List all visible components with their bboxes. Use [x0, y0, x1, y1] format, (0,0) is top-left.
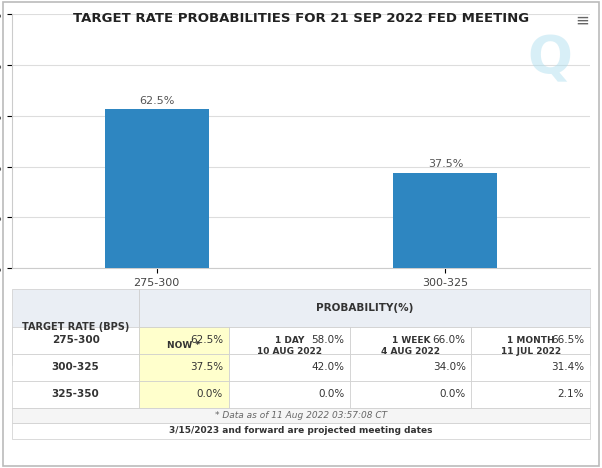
Text: 2.1%: 2.1%: [557, 389, 584, 399]
FancyBboxPatch shape: [229, 327, 350, 365]
FancyBboxPatch shape: [139, 289, 590, 327]
FancyBboxPatch shape: [12, 327, 139, 354]
Text: ≡: ≡: [575, 12, 589, 29]
Bar: [394, 173, 497, 268]
FancyBboxPatch shape: [350, 327, 471, 365]
FancyBboxPatch shape: [229, 354, 350, 380]
Text: 325-350: 325-350: [52, 389, 99, 399]
FancyBboxPatch shape: [350, 380, 471, 408]
FancyBboxPatch shape: [12, 423, 590, 439]
Text: 66.5%: 66.5%: [551, 336, 584, 345]
X-axis label: Target Rate (in bps): Target Rate (in bps): [246, 292, 356, 302]
FancyBboxPatch shape: [139, 380, 229, 408]
Text: PROBABILITY(%): PROBABILITY(%): [316, 303, 413, 313]
Text: 58.0%: 58.0%: [311, 336, 344, 345]
Text: 3/15/2023 and forward are projected meeting dates: 3/15/2023 and forward are projected meet…: [169, 426, 433, 435]
Text: TARGET RATE PROBABILITIES FOR 21 SEP 2022 FED MEETING: TARGET RATE PROBABILITIES FOR 21 SEP 202…: [73, 12, 529, 25]
Text: 42.0%: 42.0%: [311, 362, 344, 372]
FancyBboxPatch shape: [139, 327, 229, 354]
FancyBboxPatch shape: [471, 380, 590, 408]
FancyBboxPatch shape: [12, 354, 139, 380]
FancyBboxPatch shape: [471, 327, 590, 365]
Text: 62.5%: 62.5%: [139, 95, 174, 106]
Text: 37.5%: 37.5%: [428, 159, 463, 169]
Text: 34.0%: 34.0%: [433, 362, 466, 372]
Text: 37.5%: 37.5%: [190, 362, 223, 372]
Text: NOW *: NOW *: [167, 342, 200, 351]
FancyBboxPatch shape: [139, 327, 229, 365]
FancyBboxPatch shape: [229, 327, 350, 354]
Text: 62.5%: 62.5%: [190, 336, 223, 345]
Text: TARGET RATE (BPS): TARGET RATE (BPS): [22, 322, 129, 332]
Text: 1 DAY
10 AUG 2022: 1 DAY 10 AUG 2022: [257, 336, 322, 356]
FancyBboxPatch shape: [12, 380, 139, 408]
Text: 31.4%: 31.4%: [551, 362, 584, 372]
Text: 0.0%: 0.0%: [197, 389, 223, 399]
Text: 66.0%: 66.0%: [433, 336, 466, 345]
Bar: [105, 110, 208, 268]
Text: Q: Q: [527, 34, 572, 86]
FancyBboxPatch shape: [471, 354, 590, 380]
Text: 1 MONTH
11 JUL 2022: 1 MONTH 11 JUL 2022: [501, 336, 561, 356]
Text: * Data as of 11 Aug 2022 03:57:08 CT: * Data as of 11 Aug 2022 03:57:08 CT: [215, 411, 387, 420]
Text: 1 WEEK
4 AUG 2022: 1 WEEK 4 AUG 2022: [381, 336, 440, 356]
FancyBboxPatch shape: [12, 289, 139, 365]
Text: 300-325: 300-325: [52, 362, 99, 372]
FancyBboxPatch shape: [350, 327, 471, 354]
FancyBboxPatch shape: [229, 380, 350, 408]
FancyBboxPatch shape: [139, 354, 229, 380]
Text: 275-300: 275-300: [52, 336, 99, 345]
Text: 0.0%: 0.0%: [318, 389, 344, 399]
FancyBboxPatch shape: [471, 327, 590, 354]
FancyBboxPatch shape: [350, 354, 471, 380]
FancyBboxPatch shape: [12, 408, 590, 423]
Text: 0.0%: 0.0%: [439, 389, 466, 399]
